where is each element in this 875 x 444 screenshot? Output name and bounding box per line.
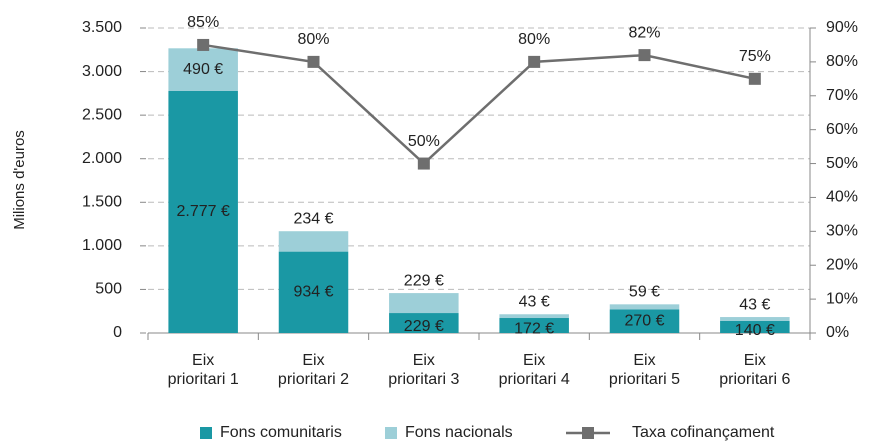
- data-label: 270 €: [624, 312, 664, 329]
- y2-tick-label: 50%: [826, 155, 858, 172]
- y2-tick-label: 40%: [826, 189, 858, 206]
- bar-segment: [168, 91, 238, 333]
- legend-label: Fons comunitaris: [220, 424, 342, 441]
- bar-segment: [168, 48, 238, 92]
- bar-segment: [609, 304, 680, 310]
- data-label: 59 €: [629, 284, 660, 301]
- legend-label: Fons nacionals: [405, 424, 513, 441]
- y2-tick-label: 10%: [826, 290, 858, 307]
- bar-segment: [609, 309, 680, 333]
- x-tick-label-line: prioritari 5: [609, 371, 680, 388]
- y-tick-label: 0: [113, 324, 122, 341]
- x-tick-label-line: Eix: [744, 352, 766, 369]
- x-tick-label: Eix prioritari 3: [388, 352, 459, 388]
- legend-label: Taxa cofinançament: [632, 424, 775, 441]
- legend-swatch: [385, 427, 397, 439]
- bar-segment: [278, 251, 349, 333]
- x-tick-label: Eix prioritari 6: [719, 352, 790, 388]
- x-tick-label: Eix prioritari 4: [499, 352, 570, 388]
- y-tick-label: 2.500: [82, 106, 122, 123]
- data-label: 229 €: [404, 318, 444, 335]
- y-axis-label: Milions d'euros: [11, 130, 28, 230]
- y2-tick-label: 20%: [826, 256, 858, 273]
- data-label: 80%: [518, 31, 550, 48]
- bar-segment: [389, 293, 459, 314]
- data-label: 234 €: [293, 210, 333, 227]
- y-tick-label: 500: [95, 281, 122, 298]
- y-tick-label: 1.000: [82, 237, 122, 254]
- bar-segment: [278, 231, 349, 252]
- data-label: 229 €: [404, 272, 444, 289]
- x-tick-label-line: prioritari 6: [719, 371, 790, 388]
- data-label: 50%: [408, 133, 440, 150]
- bar-segment: [720, 320, 790, 333]
- bar-segment: [389, 313, 459, 333]
- legend-swatch: [582, 427, 594, 439]
- x-tick-label-line: prioritari 3: [388, 371, 459, 388]
- data-label: 2.777 €: [176, 203, 229, 220]
- data-label: 43 €: [739, 296, 770, 313]
- data-label: 490 €: [183, 61, 223, 78]
- data-label: 172 €: [514, 321, 554, 338]
- legend-swatch: [200, 427, 212, 439]
- x-tick-label-line: prioritari 4: [499, 371, 570, 388]
- line-marker: [528, 55, 541, 68]
- data-label: 43 €: [519, 293, 550, 310]
- bar-segment: [720, 317, 790, 321]
- line-marker: [417, 157, 430, 170]
- data-label: 934 €: [293, 284, 333, 301]
- y-tick-label: 3.000: [82, 63, 122, 80]
- x-tick-label: Eix prioritari 2: [278, 352, 349, 388]
- y2-tick-label: 90%: [826, 19, 858, 36]
- data-label: 85%: [187, 14, 219, 31]
- x-tick-label: Eix prioritari 1: [168, 352, 239, 388]
- y2-tick-label: 70%: [826, 87, 858, 104]
- line: [202, 43, 756, 166]
- x-tick-label-line: Eix: [633, 352, 655, 369]
- y-tick-label: 2.000: [82, 150, 122, 167]
- data-label: 82%: [628, 24, 660, 41]
- line-marker: [197, 38, 210, 51]
- x-tick-label-line: Eix: [192, 352, 214, 369]
- x-tick-label-line: prioritari 2: [278, 371, 349, 388]
- y2-tick-label: 80%: [826, 53, 858, 70]
- bar-segment: [499, 314, 569, 319]
- line-marker: [638, 49, 651, 62]
- data-label: 75%: [739, 48, 771, 65]
- x-tick-label-line: Eix: [413, 352, 435, 369]
- bar-segment: [499, 318, 569, 333]
- x-tick-label-line: Eix: [523, 352, 545, 369]
- y-tick-label: 1.500: [82, 194, 122, 211]
- x-tick-label-line: prioritari 1: [168, 371, 239, 388]
- x-tick-label: Eix prioritari 5: [609, 352, 680, 388]
- y2-tick-label: 0%: [826, 324, 849, 341]
- data-label: 140 €: [735, 322, 775, 339]
- y2-tick-label: 60%: [826, 121, 858, 138]
- line-marker: [748, 72, 761, 85]
- line-marker: [307, 55, 320, 68]
- y2-tick-label: 30%: [826, 223, 858, 240]
- data-label: 80%: [297, 31, 329, 48]
- y-tick-label: 3.500: [82, 19, 122, 36]
- x-tick-label-line: Eix: [302, 352, 324, 369]
